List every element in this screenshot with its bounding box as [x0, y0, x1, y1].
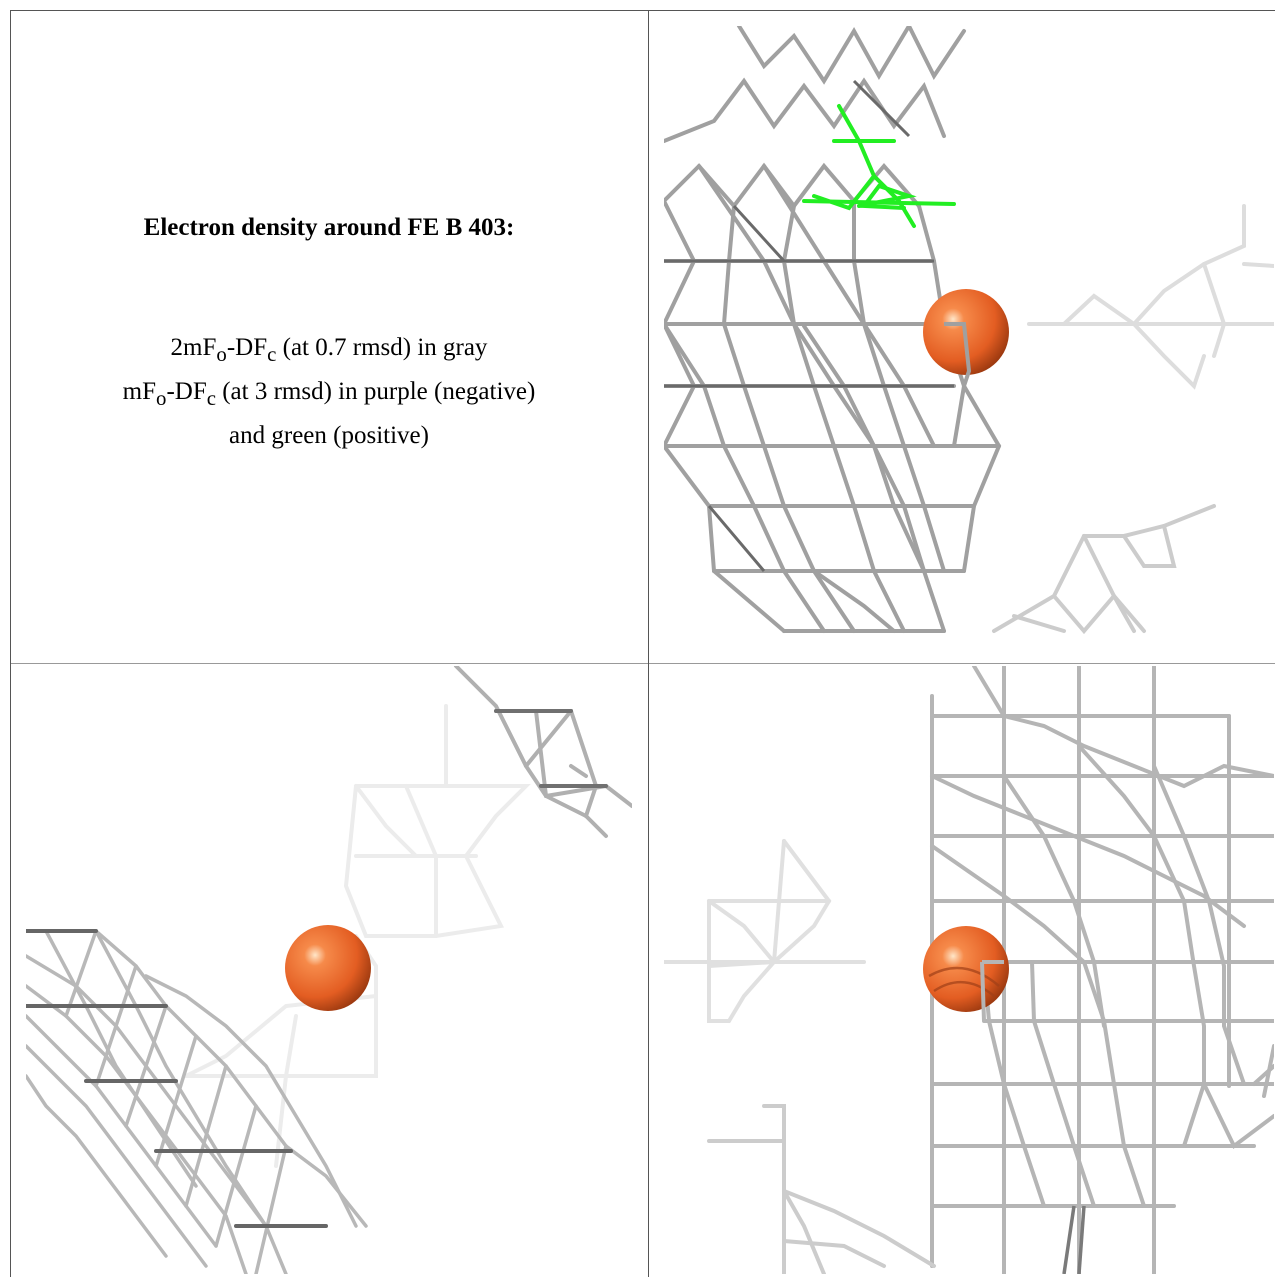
middle-divider	[10, 663, 1275, 664]
legend-line-gray: 2mFo-DFc (at 0.7 rmsd) in gray	[170, 334, 488, 366]
view-bottom-left	[26, 666, 632, 1274]
legend-line-green: and green (positive)	[229, 422, 429, 449]
iron-atom-sphere	[285, 925, 371, 1011]
caption-title: Electron density around FE B 403:	[143, 214, 515, 241]
positive-density-green	[802, 104, 956, 228]
view-top-right	[664, 26, 1274, 636]
left-border	[10, 10, 11, 1277]
legend-line-difference: mFo-DFc (at 3 rmsd) in purple (negative)	[122, 378, 536, 410]
density-mesh-bottom-right	[664, 666, 1274, 1274]
density-mesh-bottom-left	[26, 666, 632, 1274]
caption-cell: Electron density around FE B 403: 2mFo-D…	[10, 11, 648, 663]
top-border	[10, 10, 1275, 11]
center-divider	[648, 10, 649, 1277]
density-mesh-top-right	[664, 26, 1274, 635]
caption-legend: 2mFo-DFc (at 0.7 rmsd) in gray mFo-DFc (…	[10, 329, 648, 455]
view-bottom-right	[664, 666, 1274, 1274]
